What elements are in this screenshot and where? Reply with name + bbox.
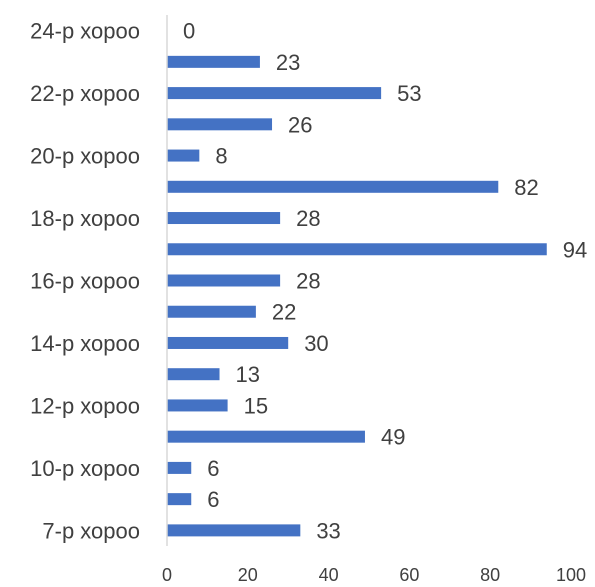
data-label-2: 6 <box>207 487 219 512</box>
bar-6 <box>167 368 220 381</box>
bar-2 <box>167 493 192 506</box>
data-label-17: 0 <box>183 19 195 44</box>
bar-14 <box>167 118 273 131</box>
bar-11 <box>167 212 281 225</box>
bar-5 <box>167 399 228 412</box>
bar-1 <box>167 524 301 537</box>
data-label-7: 30 <box>304 331 328 356</box>
category-label-17: 24-р хороо <box>30 19 140 44</box>
bar-12 <box>167 180 499 193</box>
data-label-6: 13 <box>236 362 260 387</box>
category-label-11: 18-р хороо <box>30 206 140 231</box>
bars-group <box>167 55 547 537</box>
data-label-13: 8 <box>215 144 227 169</box>
bar-13 <box>167 149 200 162</box>
bar-16 <box>167 55 260 68</box>
data-label-5: 15 <box>244 393 268 418</box>
bar-3 <box>167 461 192 474</box>
data-label-15: 53 <box>397 81 421 106</box>
data-label-9: 28 <box>296 269 320 294</box>
category-label-3: 10-р хороо <box>30 456 140 481</box>
bar-7 <box>167 336 289 349</box>
category-label-9: 16-р хороо <box>30 269 140 294</box>
x-tick-labels-group: 0 20 40 60 80 100 <box>162 565 586 585</box>
data-label-14: 26 <box>288 112 312 137</box>
x-tick-label-3: 40 <box>319 565 339 585</box>
category-label-7: 14-р хороо <box>30 331 140 356</box>
x-tick-label-4: 60 <box>399 565 419 585</box>
bar-8 <box>167 305 256 318</box>
category-label-15: 22-р хороо <box>30 81 140 106</box>
data-label-3: 6 <box>207 456 219 481</box>
category-labels-group: 7-р хороо 10-р хороо 12-р хороо 14-р хороо 1… <box>30 19 140 544</box>
data-label-10: 94 <box>563 237 587 262</box>
data-label-4: 49 <box>381 425 405 450</box>
data-label-1: 33 <box>316 518 340 543</box>
data-label-11: 28 <box>296 206 320 231</box>
category-label-5: 12-р хороо <box>30 393 140 418</box>
x-tick-label-5: 80 <box>480 565 500 585</box>
data-label-8: 22 <box>272 300 296 325</box>
bar-15 <box>167 87 382 100</box>
bar-10 <box>167 243 547 256</box>
data-label-16: 23 <box>276 50 300 75</box>
bar-9 <box>167 274 281 287</box>
bar-4 <box>167 430 365 443</box>
x-tick-label-2: 20 <box>238 565 258 585</box>
category-label-1: 7-р хороо <box>42 518 140 543</box>
x-tick-label-1: 0 <box>162 565 172 585</box>
data-label-12: 82 <box>514 175 538 200</box>
x-tick-label-6: 100 <box>556 565 586 585</box>
category-label-13: 20-р хороо <box>30 144 140 169</box>
